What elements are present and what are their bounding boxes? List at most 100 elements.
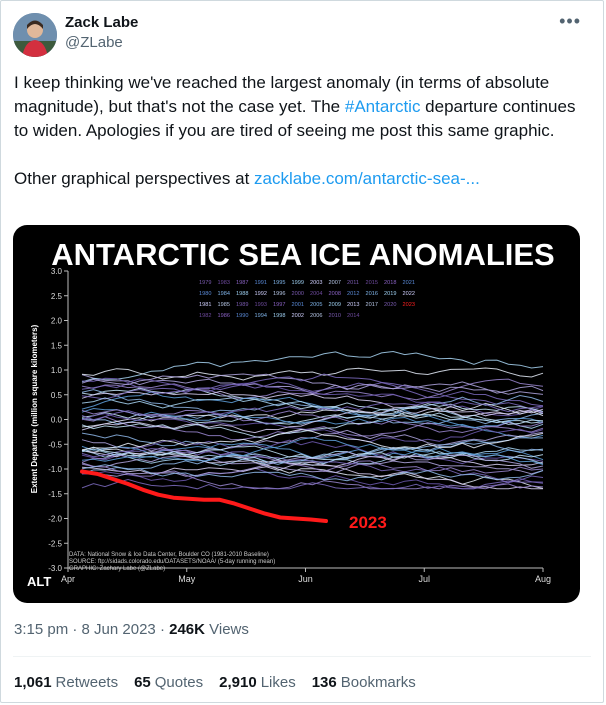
legend-year: 2005 [310,302,322,308]
year-series-line [81,367,544,381]
legend-year: 1982 [199,313,211,319]
avatar[interactable] [13,13,57,57]
legend-year: 1987 [236,280,248,286]
year-series-line [81,377,544,417]
legend-year: 1983 [218,280,230,286]
legend-year: 2022 [403,291,415,297]
author-handle[interactable]: @ZLabe [65,34,123,51]
bookmarks-count: 136 [311,674,337,691]
year-series-line [81,449,544,474]
chart-credit-data: DATA: National Snow & Ice Data Center, B… [69,552,269,558]
y-axis-label: Extent Departure (million square kilomet… [30,324,39,493]
tweet-text-part: I keep thinking we've reached the larges… [14,73,550,116]
year-series-line [81,428,544,451]
tweet-media-image[interactable]: ANTARCTIC SEA ICE ANOMALIES 3.0 2.5 2.0 1.5… [13,225,580,603]
tweet-meta: 3:15 pm · 8 Jun 2023 · 246K Views [14,621,249,638]
legend-year: 1984 [218,291,230,297]
likes-stat[interactable]: 2,910 Likes [219,674,296,691]
year-series-line [81,464,544,482]
bookmarks-label: Bookmarks [340,674,416,691]
quotes-stat[interactable]: 65 Quotes [134,674,203,691]
year-series-line [81,409,544,434]
tweet-date[interactable]: 8 Jun 2023 [81,621,156,638]
legend-year: 1990 [236,313,248,319]
more-options-icon[interactable]: ••• [559,11,581,31]
year-series-line [81,412,544,440]
year-series-line [81,401,544,421]
legend-year: 1988 [236,291,248,297]
legend-year: 1993 [255,302,267,308]
retweets-stat[interactable]: 1,061 Retweets [14,674,118,691]
year-series-line [81,381,544,407]
chart-credit-graphic: GRAPHIC: Zachary Labe (@ZLabe) [69,566,165,572]
legend-year: 2015 [366,280,378,286]
legend-year: 2017 [366,302,378,308]
legend-year: 1994 [255,313,267,319]
legend-year: 1989 [236,302,248,308]
legend-year: 1979 [199,280,211,286]
legend-year: 2018 [384,280,396,286]
chart-title: ANTARCTIC SEA ICE ANOMALIES [51,237,554,272]
legend-year: 2021 [403,280,415,286]
quotes-count: 65 [134,674,151,691]
views-label: Views [204,621,249,638]
quotes-label: Quotes [154,674,204,691]
legend-year: 2006 [310,313,322,319]
year-series-line [81,439,544,465]
legend-year: 2023 [403,302,415,308]
legend-year: 1986 [218,313,230,319]
tweet-text-part: Other graphical perspectives at [14,169,255,188]
y-tick-label: -1.5 [48,490,62,499]
bookmarks-stat[interactable]: 136 Bookmarks [312,674,416,691]
legend-year: 2009 [329,302,341,308]
year-series-line [81,478,544,490]
meta-separator: · [68,621,82,638]
legend-year: 1980 [199,291,211,297]
legend-year: 2000 [292,291,304,297]
legend-year: 2016 [366,291,378,297]
chart-credit-source: SOURCE: ftp://sidads.colorado.edu/DATASE… [69,559,275,565]
legend-year: 1985 [218,302,230,308]
divider [13,656,591,657]
legend-year: 2020 [384,302,396,308]
y-tick-label: 2.0 [51,317,63,326]
legend-year: 2019 [384,291,396,297]
year-series-line [81,449,544,467]
y-tick-label: 1.0 [51,366,63,375]
year-series-line [81,407,544,434]
legend-year: 2007 [329,280,341,286]
label-2023: 2023 [349,513,387,532]
legend-year: 2011 [347,280,359,286]
series-2023-line [80,469,328,523]
external-link[interactable]: zacklabe.com/antarctic-sea-... [254,169,480,188]
legend-year: 1998 [273,313,285,319]
author-name[interactable]: Zack Labe [65,14,139,31]
x-tick-label: Jul [418,574,430,584]
year-series-line [81,432,544,465]
x-tick-label: Aug [535,574,551,584]
year-series-line [81,373,544,413]
legend-year: 1981 [199,302,211,308]
y-tick-label: -3.0 [48,564,62,573]
x-tick-label: Apr [61,574,75,584]
y-tick-label: 0.5 [51,391,63,400]
legend-year: 1995 [273,280,285,286]
year-series-line [81,412,544,443]
legend-year: 2013 [347,302,359,308]
legend-year: 2008 [329,291,341,297]
tweet-time[interactable]: 3:15 pm [14,621,69,638]
likes-count: 2,910 [219,674,257,691]
retweets-label: Retweets [55,674,119,691]
likes-label: Likes [260,674,296,691]
y-tick-label: 3.0 [51,267,63,276]
year-series-line [81,350,544,383]
y-tick-label: -0.5 [48,440,62,449]
tweet-stats: 1,061 Retweets 65 Quotes 2,910 Likes 136 Boo… [14,674,416,691]
year-series-line [81,436,544,465]
y-tick-label: 2.5 [51,292,63,301]
legend-year: 1992 [255,291,267,297]
y-tick-label: -1.0 [48,465,62,474]
x-tick-label: Jun [298,574,313,584]
views-count: 246K [169,621,205,638]
hashtag-link[interactable]: #Antarctic [344,97,421,116]
